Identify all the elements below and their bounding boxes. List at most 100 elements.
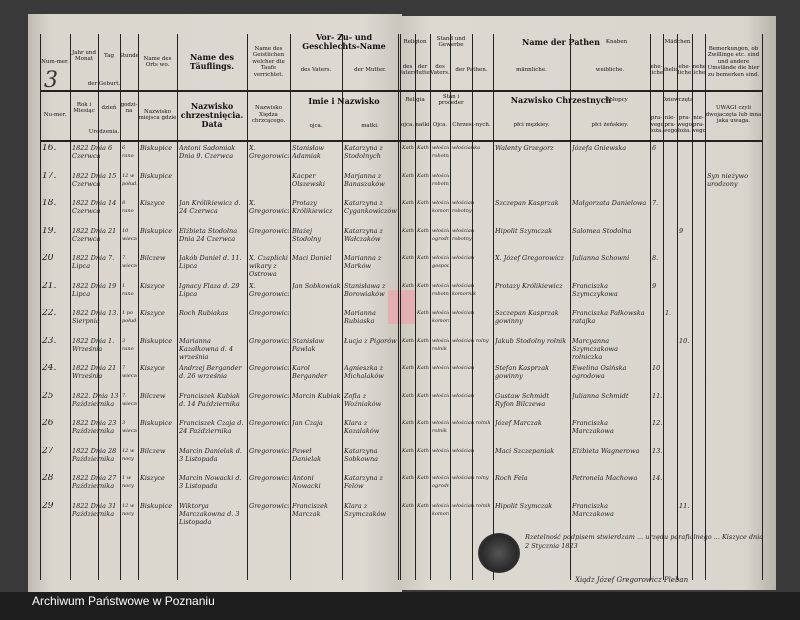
- header-pl: Nazwisko Xiędza chrzcącego.: [251, 105, 286, 125]
- remarks: [707, 199, 761, 226]
- godparent-occupation: włościan rolnik: [452, 502, 491, 509]
- header-pl: płci żeńskiey.: [591, 121, 629, 128]
- godparent-occupation: włościan: [452, 447, 475, 454]
- header-pl: matki.: [361, 122, 379, 129]
- header-pl: ojca.: [309, 122, 323, 129]
- boys-illegitimate: [665, 337, 676, 364]
- birth-date: 1822 Dnia 23 Października: [72, 419, 117, 435]
- godmother-name: Elżbieta Wagnerowa: [572, 446, 640, 455]
- birth-date: 1822 Dnia 21 Września: [72, 364, 117, 380]
- column-line: [40, 34, 41, 580]
- father-name: Antoni Nowacki: [292, 474, 321, 490]
- father-name: Paweł Danielak: [292, 446, 322, 463]
- column-line: [705, 34, 706, 580]
- entry-number: 20: [42, 254, 54, 263]
- boys-legitimate: 8.: [652, 254, 659, 262]
- boys-legitimate: 14.: [652, 474, 662, 482]
- header-de: der Mutter: [415, 63, 430, 77]
- column-line: [692, 34, 693, 580]
- boys-legitimate: 6: [652, 144, 657, 152]
- father-religion: Kath: [402, 227, 414, 234]
- birth-place: Kiszyce: [140, 474, 165, 482]
- father-religion: Kath: [402, 172, 414, 179]
- mother-name: Marianna Rubiaska: [344, 309, 376, 325]
- father-name: Marcin Kubiak: [292, 391, 341, 400]
- birth-hour: 7. wieczór: [122, 255, 137, 269]
- remarks: [707, 254, 761, 281]
- godfather-name: Hipolit Szymczak: [495, 226, 553, 235]
- godfather-name: Szczepan Kasprzak gowinny: [495, 309, 559, 325]
- header-de: des Vaters.: [300, 66, 332, 73]
- boys-legitimate: 12.: [652, 419, 662, 427]
- birth-place: Kiszyce: [140, 364, 165, 372]
- godparent-occupation: włościan komornik: [452, 282, 477, 297]
- godparent-occupation: [452, 172, 492, 199]
- header-bottom-line: [40, 140, 762, 142]
- father-occupation: włościan rolnik: [432, 337, 449, 352]
- godmother-name: Franciszka Marczakowa: [572, 501, 614, 518]
- father-occupation: włościan: [432, 365, 449, 371]
- mother-religion: Kath: [417, 227, 429, 234]
- girls-illegitimate: [694, 502, 704, 529]
- birth-hour: 3 wieczór: [122, 420, 137, 434]
- remarks: [707, 474, 761, 501]
- mother-religion: Kath: [417, 447, 429, 454]
- header-de: unehe-liche: [692, 63, 705, 77]
- godfather-name: Gustaw Schmidt Ryfon Bilczewa: [495, 391, 550, 408]
- mother-religion: Kath: [417, 502, 429, 509]
- godmother-name: Julianna Schowni: [572, 254, 630, 262]
- girls-legitimate: [679, 419, 691, 446]
- father-religion: Kath: [402, 392, 414, 399]
- girls-legitimate: [679, 364, 691, 391]
- father-religion: Kath: [402, 200, 414, 206]
- column-line: [398, 34, 399, 580]
- boys-illegitimate: [665, 447, 676, 474]
- column-line: [138, 34, 139, 580]
- header-pl: godzi-na: [120, 101, 138, 115]
- birth-hour: 12 w nocy: [122, 447, 135, 462]
- header-group-girls-pl: Dziewczęta: [663, 96, 692, 103]
- birth-date: 1822 Dnia 13. Sierpnia: [72, 309, 119, 325]
- father-religion: Kath: [402, 145, 414, 151]
- godmother-name: Franciszka Marczakowa: [572, 419, 614, 435]
- godparent-occupation: włościan robotny: [452, 200, 475, 214]
- column-line: [400, 34, 401, 580]
- birth-place: Bilczew: [140, 446, 166, 455]
- column-line: [472, 34, 473, 580]
- boys-illegitimate: 1.: [665, 309, 672, 317]
- mother-name: Łucja z Pigorów: [344, 336, 397, 345]
- header-pl: nie-pra-wego: [663, 115, 677, 135]
- priest-name: X. Gregorowicz: [249, 281, 289, 298]
- birth-place: Bilczew: [140, 254, 166, 262]
- entry-number: 25: [42, 391, 54, 401]
- father-name: Stanisław Pawlak: [292, 336, 325, 353]
- entry-number: 16.: [42, 144, 57, 153]
- header-de: des Vaters: [400, 63, 415, 77]
- header-group-boys-de: Knaben: [605, 38, 628, 45]
- boys-illegitimate: [665, 144, 676, 171]
- father-occupation: włościan komornica: [432, 310, 449, 324]
- remarks: [707, 364, 761, 391]
- column-line: [762, 34, 763, 580]
- mother-religion: Kath: [417, 420, 429, 426]
- entry-number: 27: [42, 446, 54, 456]
- godmother-name: [572, 172, 649, 199]
- father-religion: Kath: [402, 365, 414, 371]
- father-name: Jan Sobkowiak: [292, 281, 341, 290]
- column-line: [120, 34, 121, 580]
- father-occupation: włościan rolnik: [432, 420, 449, 434]
- header-pl: UWAGI czyli dwojaczęta lub inna jaka uwa…: [705, 105, 762, 125]
- godparent-occupation: włościan: [452, 310, 475, 316]
- header-group-girls-de: Mädchen: [664, 38, 691, 45]
- header-group-boys-pl: Chłopcy: [605, 96, 628, 103]
- father-name: Jan Czaja: [292, 419, 323, 427]
- godmother-name: Marcyanna Szymczakowa rolniczka: [572, 336, 618, 361]
- watermark-mark: [388, 290, 416, 324]
- priest-name: Gregorowicz: [249, 226, 289, 235]
- godfather-name: Stefan Kasprzak gowinny: [495, 364, 550, 380]
- godmother-name: Julianna Schmidt: [572, 391, 629, 400]
- godparent-occupation: włościan: [452, 255, 475, 261]
- birth-place: Kiszyce: [140, 309, 165, 317]
- birth-hour: 10 wieczór: [122, 227, 137, 242]
- remarks: [707, 337, 761, 364]
